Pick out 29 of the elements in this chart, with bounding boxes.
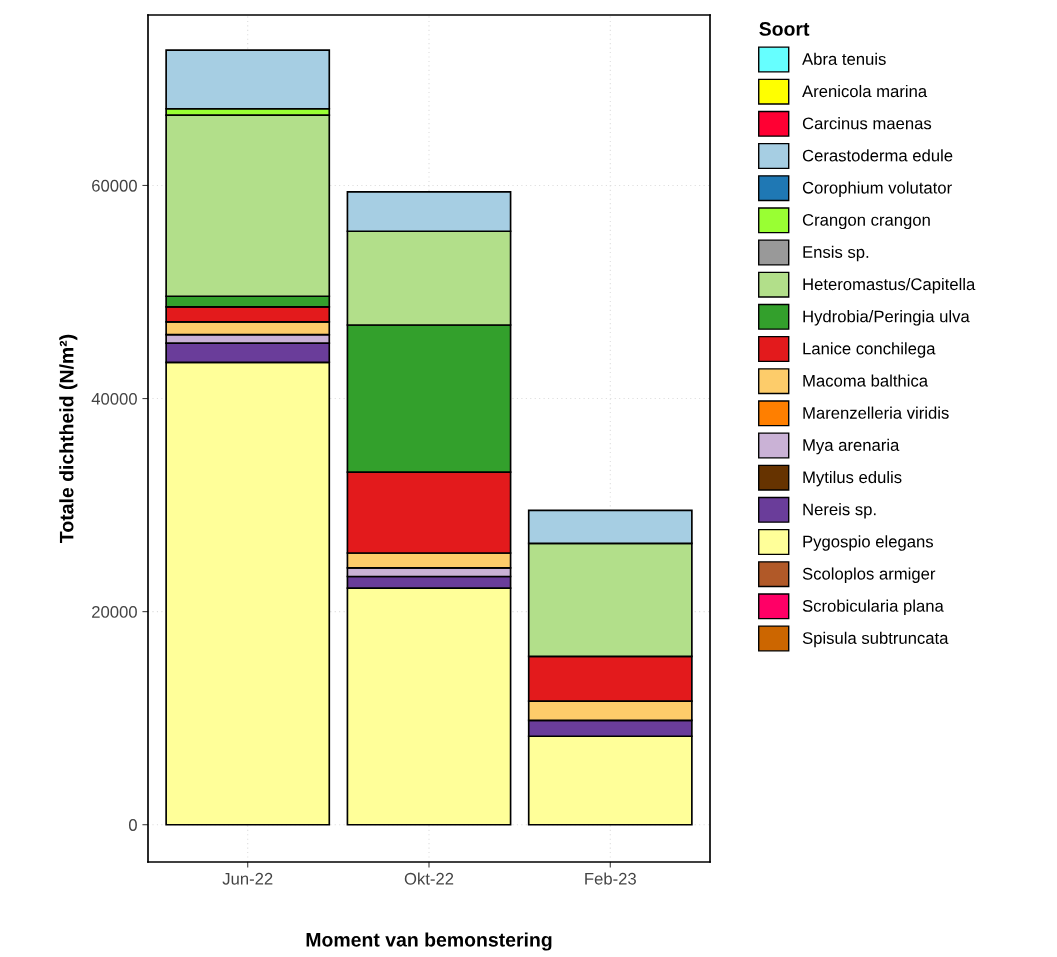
legend-label: Corophium volutator	[802, 181, 952, 197]
y-tick-label: 0	[128, 819, 137, 831]
x-tick-label: Okt-22	[404, 872, 454, 885]
y-axis-title: Totale dichtheid (N/m²)	[59, 334, 78, 543]
legend-label: Spisula subtruncata	[802, 631, 949, 648]
legend-label: Lanice conchilega	[803, 342, 936, 358]
legend-label: Ensis sp.	[803, 245, 869, 262]
legend-label: Marenzelleria viridis	[803, 406, 949, 419]
legend-label: Scrobicularia plana	[802, 599, 944, 616]
legend-label: Crangon crangon	[802, 214, 930, 230]
legend-label: Scoloplos armiger	[802, 567, 936, 583]
legend-title: Soort	[759, 22, 810, 36]
legend-label: Hydrobia/Peringia ulva	[803, 310, 970, 326]
y-tick-label: 40000	[91, 392, 137, 405]
legend-label: Mytilus edulis	[803, 470, 902, 487]
x-tick-label: Feb-23	[585, 872, 636, 885]
legend-label: Mya arenaria	[803, 438, 900, 455]
x-axis-title: Moment van bemonstering	[306, 932, 552, 951]
x-tick-label: Jun-22	[222, 872, 273, 885]
y-tick-label: 60000	[92, 179, 137, 192]
legend-label: Pygospio elegans	[803, 535, 934, 551]
legend-label: Abra tenuis	[802, 52, 886, 65]
y-tick-label: 20000	[92, 606, 137, 618]
legend-label: Heteromastus/Capitella	[803, 277, 976, 294]
legend-label: Macoma balthica	[803, 374, 929, 387]
legend-label: Cerastoderma edule	[802, 149, 953, 162]
legend-label: Nereis sp.	[803, 503, 876, 519]
legend-label: Carcinus maenas	[802, 117, 932, 130]
legend-label: Arenicola marina	[802, 84, 928, 98]
